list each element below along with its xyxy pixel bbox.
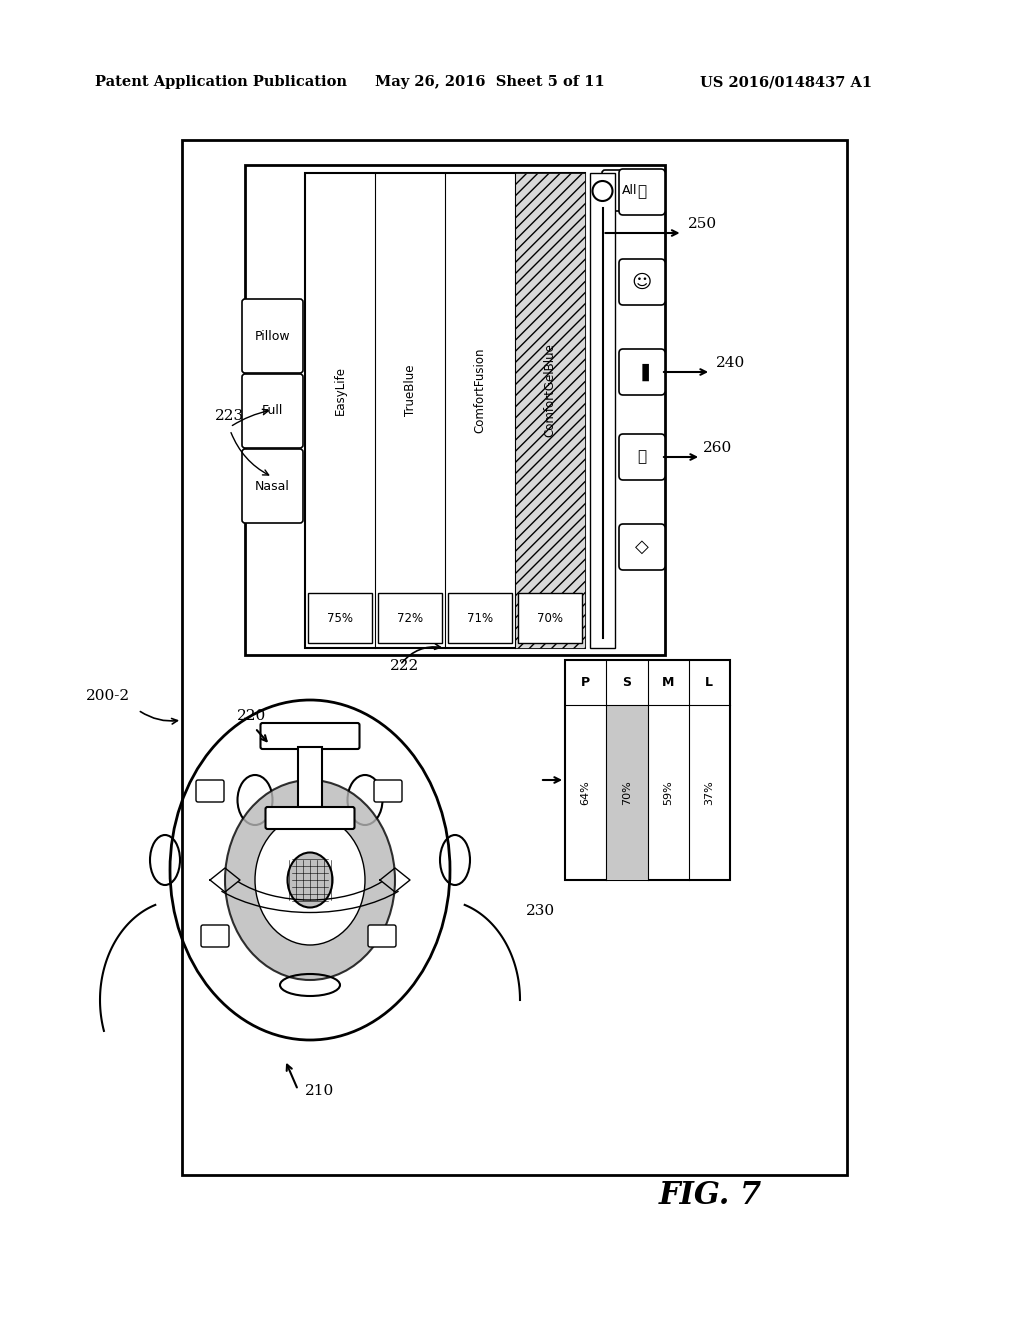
Text: US 2016/0148437 A1: US 2016/0148437 A1 [700,75,872,88]
Text: L: L [706,676,714,689]
Text: 230: 230 [526,904,555,917]
FancyBboxPatch shape [618,434,665,480]
Bar [245,165,665,655]
FancyBboxPatch shape [260,723,359,748]
Bar [606,705,647,880]
Bar [378,593,442,643]
Text: ComfortGelBlue: ComfortGelBlue [544,343,556,437]
Bar [305,173,585,648]
Bar [518,593,582,643]
Text: 70%: 70% [622,780,632,805]
Text: 210: 210 [305,1084,334,1098]
Text: ☺: ☺ [632,272,652,292]
Text: All: All [623,183,638,197]
Text: P: P [581,676,590,689]
Ellipse shape [225,780,395,979]
Text: S: S [623,676,632,689]
Ellipse shape [288,853,333,908]
Ellipse shape [255,814,365,945]
Text: 260: 260 [703,441,732,455]
Text: EasyLife: EasyLife [334,366,346,414]
Text: 🔒: 🔒 [637,185,646,199]
Text: 223: 223 [215,409,244,422]
Text: TrueBlue: TrueBlue [403,364,417,416]
Text: M: M [662,676,675,689]
Text: May 26, 2016  Sheet 5 of 11: May 26, 2016 Sheet 5 of 11 [375,75,605,88]
Text: 37%: 37% [705,780,715,805]
Text: 70%: 70% [537,611,563,624]
Text: Full: Full [262,404,284,417]
Text: FIG. 7: FIG. 7 [658,1180,762,1210]
FancyBboxPatch shape [602,170,658,211]
Bar [565,660,730,880]
Text: Pillow: Pillow [255,330,291,342]
Text: 240: 240 [716,356,745,370]
Circle shape [593,181,612,201]
Bar [515,173,585,648]
Text: 220: 220 [237,709,266,723]
Text: 222: 222 [390,659,419,673]
Bar [449,593,512,643]
Text: 64%: 64% [581,780,591,805]
Text: 200-2: 200-2 [86,689,130,704]
Bar [590,173,615,648]
Text: Nasal: Nasal [255,479,290,492]
Text: 🖼: 🖼 [637,450,646,465]
FancyBboxPatch shape [265,807,354,829]
Bar [182,140,847,1175]
Text: 71%: 71% [467,611,494,624]
Bar [298,747,322,807]
FancyBboxPatch shape [618,259,665,305]
FancyBboxPatch shape [618,348,665,395]
Text: ComfortFusion: ComfortFusion [473,347,486,433]
Text: Patent Application Publication: Patent Application Publication [95,75,347,88]
FancyBboxPatch shape [242,300,303,374]
Text: 75%: 75% [327,611,353,624]
Text: 59%: 59% [664,780,673,805]
Text: ◇: ◇ [635,539,649,556]
FancyBboxPatch shape [618,524,665,570]
FancyBboxPatch shape [242,449,303,523]
Text: 72%: 72% [397,611,423,624]
FancyBboxPatch shape [368,925,396,946]
FancyBboxPatch shape [196,780,224,803]
Text: 250: 250 [687,216,717,231]
FancyBboxPatch shape [374,780,402,803]
Text: ▐: ▐ [636,363,648,381]
FancyBboxPatch shape [242,374,303,447]
FancyBboxPatch shape [618,169,665,215]
FancyBboxPatch shape [201,925,229,946]
Bar [308,593,372,643]
